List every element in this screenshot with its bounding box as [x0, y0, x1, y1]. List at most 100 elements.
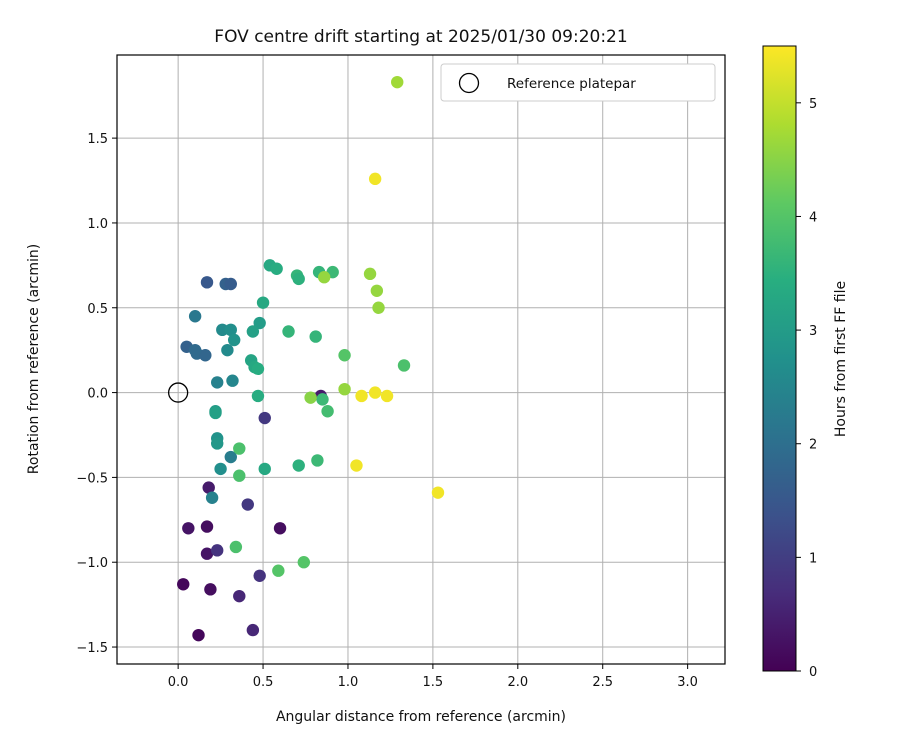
data-point	[188, 310, 202, 323]
data-point	[211, 376, 224, 389]
data-point	[370, 284, 384, 297]
x-tick-label: 1.5	[423, 675, 444, 690]
data-point	[273, 522, 287, 535]
data-point	[224, 323, 237, 337]
legend-box	[440, 63, 716, 102]
colorbar-tick-label: 5	[809, 97, 817, 112]
data-point	[204, 583, 217, 596]
x-tick-label: 2.0	[507, 675, 528, 690]
colorbar-tick-label: 1	[809, 551, 817, 566]
data-point	[205, 491, 219, 504]
x-tick-label: 0.0	[168, 675, 189, 690]
data-point	[253, 316, 266, 330]
legend-entry-reference: Reference platepar	[507, 76, 636, 92]
data-point	[177, 578, 190, 591]
colorbar-gradient	[762, 45, 797, 672]
data-point	[200, 520, 214, 533]
data-point	[372, 301, 385, 314]
data-point	[316, 393, 329, 406]
data-point	[292, 459, 305, 472]
y-tick-label: 1.5	[87, 132, 108, 147]
data-point	[311, 454, 324, 467]
data-point	[258, 462, 271, 476]
x-tick-label: 0.5	[253, 675, 274, 690]
x-tick-label: 3.0	[677, 675, 698, 690]
data-point	[224, 277, 237, 291]
data-point	[233, 589, 246, 603]
data-point	[241, 498, 254, 511]
y-tick-label: −1.5	[76, 641, 108, 656]
y-tick-label: 0.5	[87, 302, 108, 317]
plot-frame	[116, 54, 726, 665]
data-point	[397, 359, 411, 372]
x-axis-ticks: 0.0 0.5 1.0 1.5 2.0 2.5 3.0	[168, 664, 698, 690]
data-point	[338, 349, 351, 362]
data-point	[200, 547, 214, 560]
colorbar-ticks: 0 1 2 3 4 5	[796, 97, 817, 680]
data-point	[270, 262, 283, 275]
data-point	[192, 628, 205, 642]
data-point	[214, 462, 227, 476]
colorbar-tick-label: 0	[809, 665, 817, 680]
data-point	[246, 325, 260, 338]
x-tick-label: 2.5	[592, 675, 613, 690]
data-point	[350, 459, 363, 472]
data-point	[368, 386, 382, 399]
data-point	[292, 272, 305, 286]
data-point	[253, 569, 266, 582]
colorbar-tick-label: 3	[809, 324, 817, 339]
y-tick-label: 0.0	[87, 387, 108, 402]
data-point	[297, 556, 311, 569]
data-point	[211, 544, 224, 557]
colorbar-tick-label: 2	[809, 438, 817, 453]
data-point	[221, 343, 234, 357]
reference-point	[167, 382, 189, 403]
y-tick-label: −1.0	[76, 556, 108, 571]
colorbar-tick-label: 4	[809, 210, 817, 225]
data-point	[233, 469, 246, 482]
reference-platepar-marker	[167, 382, 189, 403]
data-point	[380, 389, 394, 403]
y-axis-ticks: −1.5 −1.0 −0.5 0.0 0.5 1.0 1.5	[76, 132, 117, 656]
data-point	[304, 391, 317, 404]
data-point	[200, 276, 214, 289]
data-point	[317, 271, 331, 284]
data-point	[246, 623, 260, 637]
colorbar-label: Hours from first FF file	[833, 281, 849, 437]
grid	[117, 55, 725, 664]
y-tick-label: 1.0	[87, 217, 108, 232]
y-tick-label: −0.5	[76, 471, 108, 486]
data-point	[431, 486, 445, 499]
x-axis-label: Angular distance from reference (arcmin)	[276, 709, 566, 725]
colorbar: 0 1 2 3 4 5 Hours from first FF file	[762, 45, 849, 680]
data-point	[251, 362, 265, 376]
data-point	[226, 374, 239, 387]
data-point	[229, 540, 243, 554]
data-point	[363, 267, 377, 281]
data-point	[258, 411, 271, 425]
data-point	[338, 382, 351, 396]
x-tick-label: 1.0	[338, 675, 359, 690]
data-point	[251, 389, 265, 403]
data-point	[227, 333, 241, 347]
data-points	[177, 75, 445, 642]
data-point	[216, 323, 229, 337]
data-point	[209, 406, 222, 420]
data-point	[321, 405, 334, 418]
data-point	[391, 75, 404, 89]
data-point	[224, 450, 237, 464]
data-point	[233, 442, 246, 455]
data-point	[256, 296, 270, 309]
y-axis-label: Rotation from reference (arcmin)	[26, 244, 42, 474]
data-point	[199, 349, 212, 362]
chart-title: FOV centre drift starting at 2025/01/30 …	[214, 27, 627, 47]
data-point	[211, 437, 224, 450]
data-point	[202, 481, 215, 494]
data-point	[282, 325, 295, 338]
legend: Reference platepar	[440, 63, 716, 102]
data-point	[368, 172, 382, 186]
legend-open-circle-marker	[458, 72, 480, 94]
data-point	[182, 522, 195, 535]
data-point	[272, 564, 285, 577]
